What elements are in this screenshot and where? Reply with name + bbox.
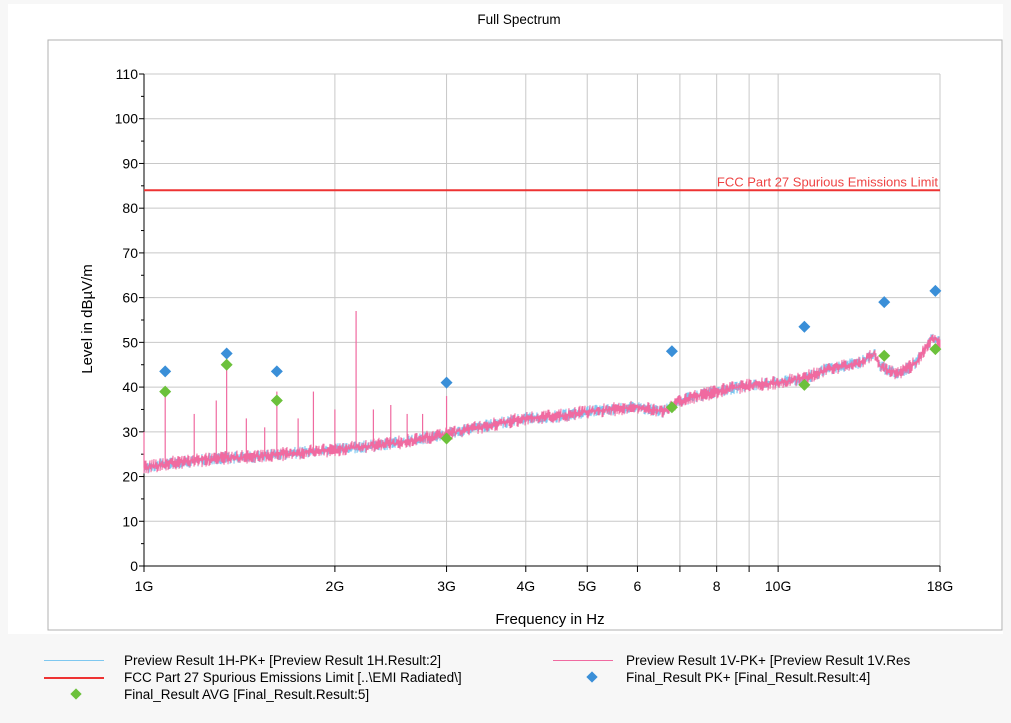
y-tick-label: 90 xyxy=(122,155,138,171)
y-tick-label: 80 xyxy=(122,200,138,216)
x-tick-label: 5G xyxy=(578,578,597,594)
x-tick-label: 8 xyxy=(713,578,721,594)
y-tick-label: 20 xyxy=(122,469,138,485)
legend-swatch-preview-1v xyxy=(553,660,613,661)
y-tick-label: 40 xyxy=(122,379,138,395)
legend-swatch-final-avg xyxy=(70,688,82,700)
y-tick-label: 100 xyxy=(115,111,139,127)
y-tick-label: 30 xyxy=(122,424,138,440)
x-tick-label: 2G xyxy=(326,578,345,594)
x-axis-label: Frequency in Hz xyxy=(495,611,604,628)
legend-swatch-final-pk xyxy=(586,671,598,683)
final-pk-marker xyxy=(929,284,942,297)
y-axis-label: Level in dBµV/m xyxy=(79,264,96,374)
final-avg-marker xyxy=(665,401,678,414)
y-tick-label: 0 xyxy=(130,558,138,574)
final-pk-marker xyxy=(440,376,453,389)
x-tick-label: 4G xyxy=(516,578,535,594)
final-avg-marker xyxy=(878,349,891,362)
y-tick-label: 60 xyxy=(122,290,138,306)
chart-area: Full Spectrum 0 10 20 30 40 50 60 70 80 90 100 110 1… xyxy=(8,4,1003,634)
plot-area xyxy=(144,74,940,566)
x-tick-label: 10G xyxy=(765,578,791,594)
x-tick-label: 18G xyxy=(927,578,953,594)
final-pk-marker xyxy=(665,345,678,358)
y-tick-label: 70 xyxy=(122,245,138,261)
legend: Preview Result 1H-PK+ [Preview Result 1H… xyxy=(8,652,1011,720)
legend-label-preview-1v: Preview Result 1V-PK+ [Preview Result 1V… xyxy=(626,653,911,668)
x-tick-label: 3G xyxy=(437,578,456,594)
final-pk-marker xyxy=(159,365,172,378)
limit-line-label: FCC Part 27 Spurious Emissions Limit xyxy=(717,174,938,189)
legend-swatch-preview-1h xyxy=(44,660,104,661)
x-tick-label: 1G xyxy=(135,578,154,594)
final-avg-marker xyxy=(159,385,172,398)
final-pk-marker xyxy=(878,296,891,309)
x-tick-label: 6 xyxy=(634,578,642,594)
final-pk-marker xyxy=(798,320,811,333)
final-pk-marker xyxy=(220,347,233,360)
final-avg-marker xyxy=(220,358,233,371)
legend-swatch-limit xyxy=(44,677,104,679)
y-tick-label: 50 xyxy=(122,334,138,350)
final-pk-marker xyxy=(270,365,283,378)
data-layer: FCC Part 27 Spurious Emissions Limit xyxy=(143,174,942,474)
legend-label-final-avg: Final_Result AVG [Final_Result.Result:5] xyxy=(124,687,370,702)
legend-label-final-pk: Final_Result PK+ [Final_Result.Result:4] xyxy=(626,670,871,685)
y-tick-label: 10 xyxy=(122,513,138,529)
axis-layer: 0 10 20 30 40 50 60 70 80 90 100 110 1G 2G 3G 4G 5G 6 8 10G… xyxy=(115,66,954,594)
grid-layer xyxy=(143,73,941,567)
final-avg-marker xyxy=(929,343,942,356)
legend-label-preview-1h: Preview Result 1H-PK+ [Preview Result 1H… xyxy=(124,653,441,668)
chart-title: Full Spectrum xyxy=(477,12,560,27)
final-avg-marker xyxy=(440,432,453,445)
final-avg-marker xyxy=(270,394,283,407)
chart-svg: Full Spectrum 0 10 20 30 40 50 60 70 80 90 100 110 1… xyxy=(47,12,1003,631)
final-avg-marker xyxy=(798,378,811,391)
legend-label-limit: FCC Part 27 Spurious Emissions Limit [..… xyxy=(124,670,462,685)
y-tick-label: 110 xyxy=(116,66,139,82)
